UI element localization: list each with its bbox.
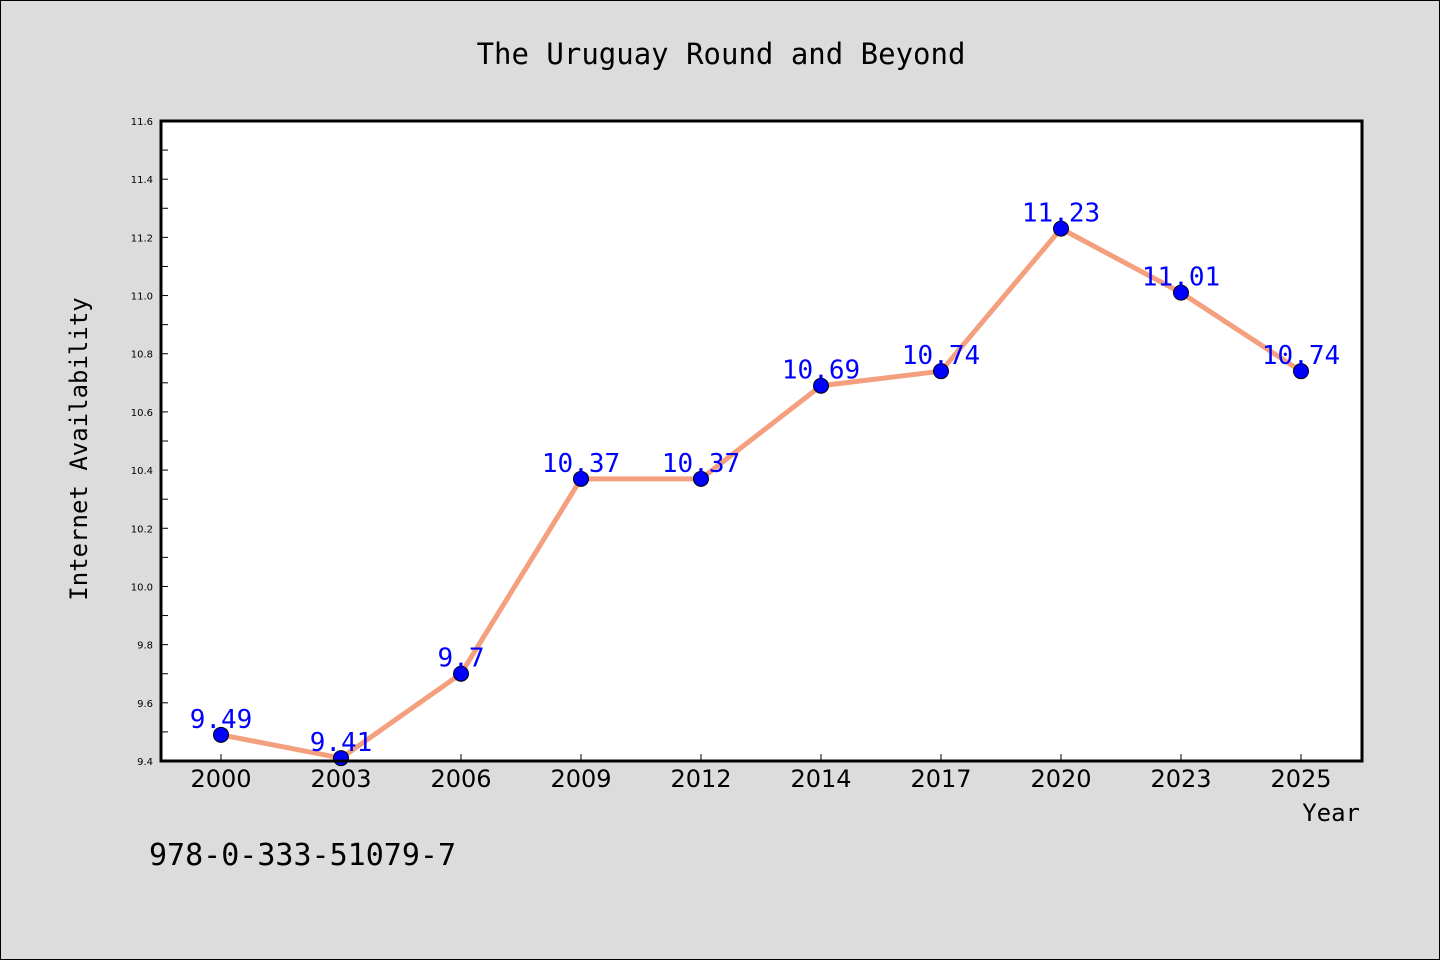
- data-point: [1173, 284, 1189, 301]
- plot-area: [161, 121, 1362, 761]
- y-tick-label: 10.8: [131, 350, 153, 361]
- x-tick-label: 2009: [550, 765, 611, 793]
- x-tick-label: 2003: [310, 765, 371, 793]
- y-tick-label: 10.4: [131, 466, 153, 477]
- x-tick-label: 2023: [1150, 765, 1211, 793]
- data-label: 10.74: [902, 341, 980, 371]
- data-point: [933, 363, 949, 380]
- y-tick-label: 11.4: [131, 175, 153, 186]
- y-tick-label: 11.0: [131, 292, 153, 303]
- data-point: [213, 726, 229, 743]
- data-label: 9.41: [310, 728, 373, 758]
- x-tick-label: 2006: [430, 765, 491, 793]
- series-line: [218, 226, 1304, 761]
- y-axis-title: Internet Availability: [65, 297, 93, 600]
- data-point: [453, 665, 469, 682]
- y-tick-label: 11.2: [131, 233, 153, 244]
- x-tick-label: 2025: [1270, 765, 1331, 793]
- y-tick-label: 9.8: [137, 641, 153, 652]
- data-point: [693, 470, 709, 487]
- chart-title: The Uruguay Round and Beyond: [477, 37, 966, 71]
- data-point: [1053, 220, 1069, 237]
- series-layer: [213, 220, 1309, 767]
- data-labels-layer: 9.49 9.41 9.7 10.37 10.37 10.69 10.74 11.23 11.0…: [190, 199, 1340, 758]
- data-point: [1293, 363, 1309, 380]
- isbn-footer: 978-0-333-51079-7: [149, 838, 456, 873]
- y-tick-label: 9.6: [137, 699, 153, 710]
- data-point: [573, 470, 589, 487]
- data-label: 10.74: [1262, 341, 1340, 371]
- data-label: 11.23: [1022, 199, 1100, 229]
- data-point: [813, 377, 829, 394]
- y-tick-label: 10.6: [131, 408, 153, 419]
- x-tick-label: 2000: [190, 765, 251, 793]
- data-label: 10.69: [782, 356, 860, 386]
- data-label: 10.37: [542, 449, 620, 479]
- x-axis-title: Year: [1302, 799, 1360, 827]
- x-tick-label: 2017: [910, 765, 971, 793]
- y-axis-ticks: 9.4 9.6 9.8 10.0 10.2 10.4 10.6 10.8 11.0 11.2 11.…: [131, 117, 168, 768]
- x-tick-label: 2020: [1030, 765, 1091, 793]
- y-tick-label: 9.4: [137, 757, 153, 768]
- y-tick-label: 11.6: [131, 117, 153, 128]
- data-label: 9.49: [190, 705, 253, 735]
- plot-frame: [159, 119, 1364, 763]
- x-tick-label: 2014: [790, 765, 851, 793]
- x-tick-label: 2012: [670, 765, 731, 793]
- data-label: 9.7: [438, 644, 485, 674]
- x-axis-ticks: 2000 2003 2006 2009 2012 2014 2017 2020 2023 2025: [190, 754, 1332, 793]
- data-label: 11.01: [1142, 263, 1220, 293]
- y-tick-label: 10.2: [131, 524, 153, 535]
- y-tick-label: 10.0: [131, 582, 153, 593]
- data-label: 10.37: [662, 449, 740, 479]
